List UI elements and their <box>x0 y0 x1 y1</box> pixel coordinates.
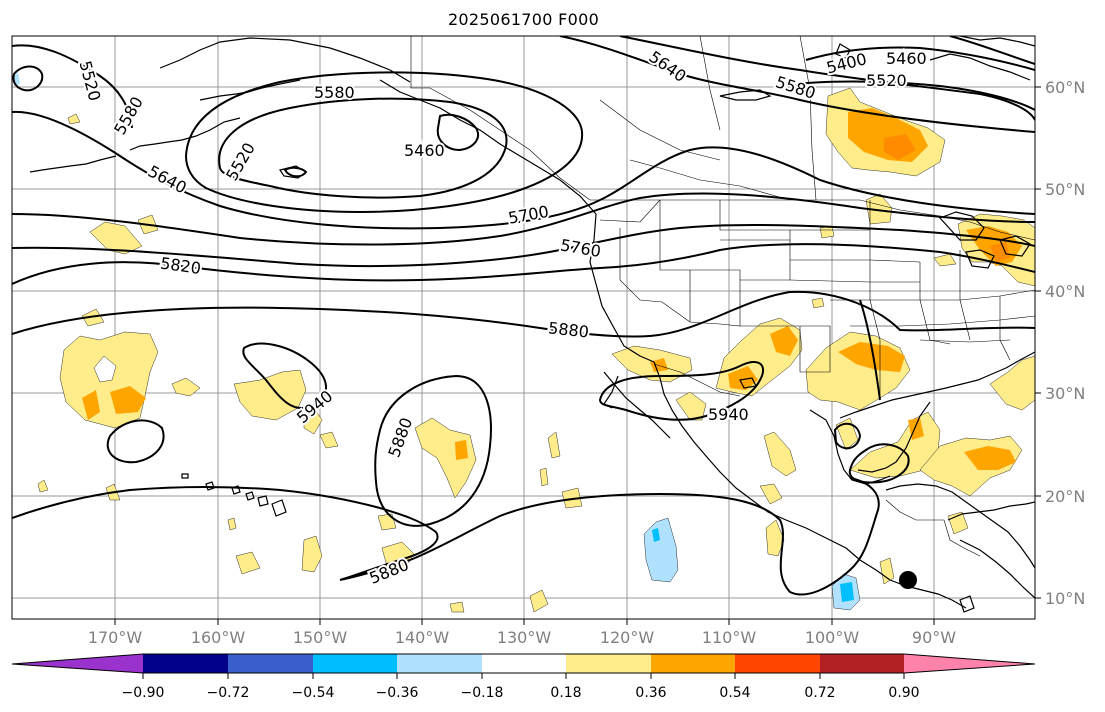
negative-shading <box>14 72 861 611</box>
colorbar: −0.90 −0.72 −0.54 −0.36 −0.18 0.18 0.36 … <box>11 653 1036 701</box>
lat-label: 20°N <box>1045 487 1085 506</box>
contour-label: 5460 <box>886 49 927 68</box>
colorbar-tick-label: 0.18 <box>550 685 581 701</box>
colorbar-seg-1 <box>143 654 228 673</box>
lat-label: 30°N <box>1045 384 1085 403</box>
lon-label: 150°W <box>293 628 348 647</box>
lon-label: 90°W <box>912 628 956 647</box>
lat-label: 40°N <box>1045 282 1085 301</box>
lon-label: 110°W <box>702 628 757 647</box>
colorbar-seg-7 <box>651 654 735 673</box>
colorbar-seg-4 <box>397 654 482 673</box>
lon-label: 160°W <box>191 628 246 647</box>
longitude-labels: 170°W 160°W 150°W 140°W 130°W 120°W 110°… <box>88 628 956 647</box>
contour-label: 5580 <box>314 83 355 102</box>
colorbar-seg-2 <box>228 654 313 673</box>
colorbar-seg-9 <box>820 654 904 673</box>
axis-ticks <box>114 86 1041 625</box>
colorbar-tick-label: −0.54 <box>292 685 335 701</box>
colorbar-tick-label: −0.72 <box>207 685 250 701</box>
colorbar-seg-0 <box>12 654 143 673</box>
colorbar-tick-label: 0.72 <box>804 685 835 701</box>
colorbar-seg-5 <box>482 654 566 673</box>
map-title: 2025061700 F000 <box>447 10 600 29</box>
colorbar-ticks <box>142 673 905 679</box>
lon-label: 170°W <box>88 628 143 647</box>
latitude-labels: 60°N 50°N 40°N 30°N 20°N 10°N <box>1045 78 1085 608</box>
lon-label: 120°W <box>600 628 655 647</box>
colorbar-tick-label: 0.36 <box>635 685 666 701</box>
lon-label: 140°W <box>395 628 450 647</box>
contour-label: 5460 <box>404 141 445 160</box>
lon-label: 130°W <box>497 628 552 647</box>
colorbar-tick-label: 0.54 <box>719 685 750 701</box>
colorbar-seg-6 <box>566 654 651 673</box>
colorbar-tick-label: −0.36 <box>376 685 419 701</box>
colorbar-tick-label: 0.90 <box>888 685 919 701</box>
lon-label: 100°W <box>805 628 860 647</box>
positive-shading-core <box>884 134 1010 262</box>
colorbar-tick-label: −0.18 <box>461 685 504 701</box>
contour-label: 5520 <box>866 71 907 90</box>
lat-label: 60°N <box>1045 78 1085 97</box>
contour-label: 5940 <box>708 405 749 424</box>
height-contours <box>12 36 1035 596</box>
colorbar-tick-label: −0.90 <box>122 685 165 701</box>
shading-holes <box>93 355 117 383</box>
lat-label: 50°N <box>1045 180 1085 199</box>
colorbar-seg-8 <box>735 654 820 673</box>
lat-label: 10°N <box>1045 589 1085 608</box>
colorbar-seg-10 <box>904 654 1035 673</box>
colorbar-seg-3 <box>313 654 397 673</box>
location-marker-dot <box>899 571 917 589</box>
